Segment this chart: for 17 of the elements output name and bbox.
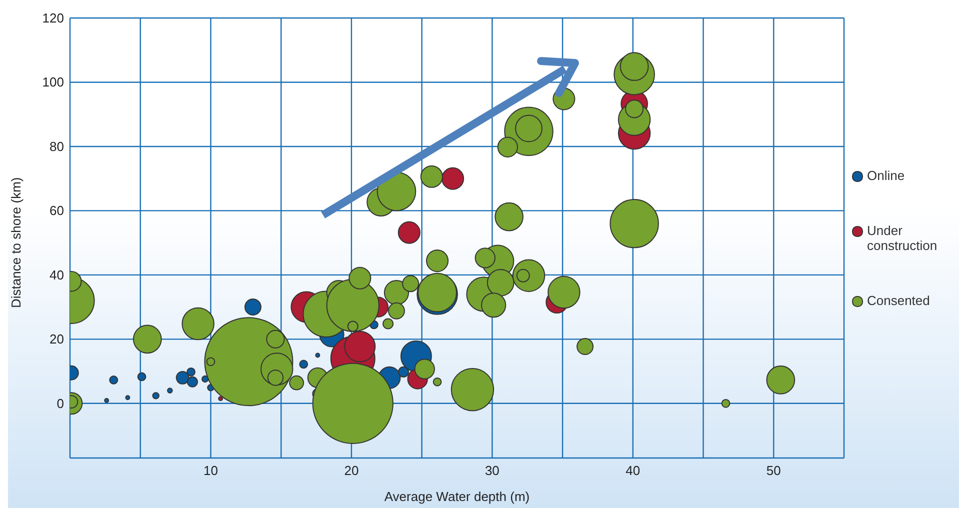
y-tick-label: 60: [50, 203, 64, 218]
x-tick-label: 30: [484, 463, 500, 478]
y-tick-label: 20: [50, 332, 64, 347]
y-axis-title: Distance to shore (km): [8, 177, 24, 308]
legend-label: Under construction: [867, 223, 938, 253]
x-tick-label: 20: [344, 463, 359, 478]
x-tick-label: 40: [626, 463, 640, 478]
y-tick-label: 40: [50, 267, 64, 282]
y-tick-label: 120: [42, 10, 64, 26]
y-tick-label: 100: [42, 74, 64, 90]
x-tick-label: 10: [203, 463, 218, 478]
legend-label: Online: [867, 168, 905, 183]
y-tick-label: 80: [50, 138, 64, 154]
x-tick-label: 50: [766, 463, 781, 478]
y-tick-label: 0: [56, 396, 64, 411]
x-axis-title: Average Water depth (m): [384, 489, 530, 504]
legend-label: Consented: [867, 293, 930, 308]
